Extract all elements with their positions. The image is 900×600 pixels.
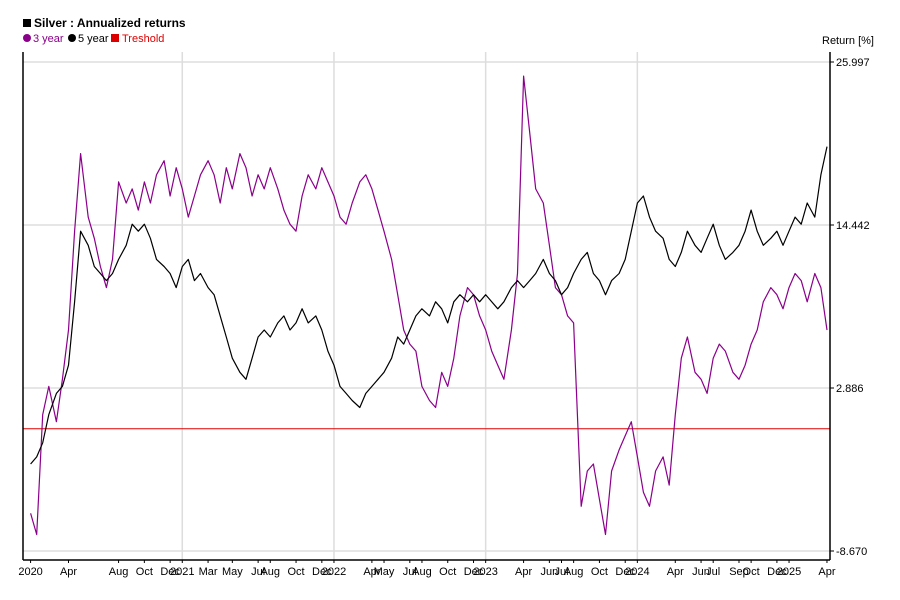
y-tick-labels: 25.997 14.442 2.886 -8.670 bbox=[830, 57, 870, 558]
x-tick-label: 2024 bbox=[625, 566, 649, 578]
x-tick-label: Jul bbox=[403, 566, 417, 578]
x-tick-label: Aug bbox=[564, 566, 584, 578]
x-tick-label: Oct bbox=[743, 566, 760, 578]
chart-title: Silver : Annualized returns bbox=[34, 16, 186, 30]
x-tick-label: May bbox=[374, 566, 395, 578]
legend-threshold-marker bbox=[111, 34, 119, 42]
legend-threshold-label: Treshold bbox=[122, 33, 164, 45]
x-tick-label: Dec bbox=[464, 566, 484, 578]
series-line-3-year bbox=[30, 75, 828, 536]
y-tick-label: 2.886 bbox=[836, 383, 864, 395]
x-tick-label: Sep bbox=[729, 566, 749, 578]
x-tick-label: Oct bbox=[287, 566, 304, 578]
y-tick-label: -8.670 bbox=[836, 546, 867, 558]
x-tick-label: Aug bbox=[109, 566, 129, 578]
x-tick-label: Dec bbox=[160, 566, 180, 578]
series-line-5-year bbox=[30, 146, 828, 465]
x-tick-label: Oct bbox=[439, 566, 456, 578]
series-layer bbox=[30, 75, 828, 536]
x-tick-label: Dec bbox=[767, 566, 787, 578]
x-tick-label: Jul bbox=[554, 566, 568, 578]
legend-5year-marker bbox=[68, 34, 76, 42]
y-tick-label: 25.997 bbox=[836, 57, 870, 69]
x-tick-label: 2021 bbox=[170, 566, 194, 578]
x-tick-label: Oct bbox=[591, 566, 608, 578]
x-tick-label: Jun bbox=[540, 566, 558, 578]
x-tick-label: Apr bbox=[363, 566, 380, 578]
x-tick-label: Jul bbox=[251, 566, 265, 578]
x-tick-label: Aug bbox=[260, 566, 280, 578]
legend-3year-marker bbox=[23, 34, 31, 42]
x-tick-label: May bbox=[222, 566, 243, 578]
legend-3year-label: 3 year bbox=[33, 33, 64, 45]
x-tick-label: Aug bbox=[412, 566, 432, 578]
y-tick-label: 14.442 bbox=[836, 220, 870, 232]
axes-layer bbox=[22, 52, 831, 561]
x-tick-label: Jun bbox=[692, 566, 710, 578]
grid-layer bbox=[23, 52, 830, 560]
x-tick-label: Jul bbox=[706, 566, 720, 578]
x-tick-label: Dec bbox=[615, 566, 635, 578]
x-tick-label: Apr bbox=[667, 566, 684, 578]
x-tick-label: Apr bbox=[515, 566, 532, 578]
x-tick-label: 2023 bbox=[473, 566, 497, 578]
x-tick-label: 2020 bbox=[18, 566, 42, 578]
legend-5year-label: 5 year bbox=[78, 33, 109, 45]
x-tick-label: 2025 bbox=[777, 566, 801, 578]
x-tick-label: Mar bbox=[199, 566, 218, 578]
x-tick-label: Apr bbox=[818, 566, 835, 578]
title-marker bbox=[23, 19, 31, 27]
x-tick-label: Dec bbox=[312, 566, 332, 578]
x-tick-label: Oct bbox=[136, 566, 153, 578]
y-axis-title: Return [%] bbox=[822, 35, 874, 47]
x-tick-label: 2022 bbox=[322, 566, 346, 578]
x-tick-label: Apr bbox=[60, 566, 77, 578]
